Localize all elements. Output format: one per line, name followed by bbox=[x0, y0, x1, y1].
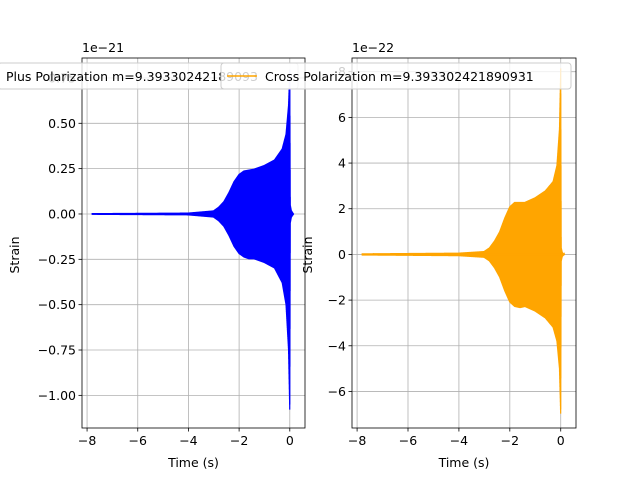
plus-polarization-series bbox=[91, 69, 295, 410]
legend-label: Cross Polarization m=9.393302421890931 bbox=[265, 69, 534, 84]
y-tick-label: −6 bbox=[328, 384, 346, 399]
y-tick-label: −1.00 bbox=[38, 388, 76, 403]
x-axis-label: Time (s) bbox=[167, 455, 219, 470]
y-tick-label: −2 bbox=[328, 293, 346, 308]
x-tick-label: −6 bbox=[399, 433, 417, 448]
y-scale-label: 1e−21 bbox=[82, 40, 124, 55]
y-tick-label: 0.25 bbox=[48, 161, 76, 176]
y-tick-label: 0.50 bbox=[48, 116, 76, 131]
y-tick-label: 4 bbox=[338, 156, 346, 171]
legend-box bbox=[220, 62, 572, 90]
y-scale-label: 1e−22 bbox=[352, 40, 394, 55]
cross-polarization-series bbox=[361, 68, 566, 414]
x-axis-ticks: −8 −6 −4 −2 0 bbox=[78, 428, 294, 448]
y-tick-label: −0.50 bbox=[38, 297, 76, 312]
y-tick-label: 0.00 bbox=[48, 206, 76, 221]
legend-label: Plus Polarization m=9.39330242189093 bbox=[6, 69, 258, 84]
x-tick-label: −4 bbox=[179, 433, 197, 448]
y-tick-label: −0.25 bbox=[38, 252, 76, 267]
x-axis-label: Time (s) bbox=[438, 455, 490, 470]
y-tick-label: 0 bbox=[338, 247, 346, 262]
x-tick-label: 0 bbox=[286, 433, 294, 448]
y-tick-label: 2 bbox=[338, 201, 346, 216]
y-tick-label: −4 bbox=[328, 338, 346, 353]
x-tick-label: 0 bbox=[557, 433, 565, 448]
x-tick-label: −8 bbox=[78, 433, 96, 448]
x-tick-label: −2 bbox=[230, 433, 248, 448]
y-axis-ticks: −1.00−0.75−0.50−0.250.000.250.500.75 bbox=[38, 70, 82, 403]
axes-frame bbox=[351, 57, 577, 429]
x-tick-label: −2 bbox=[501, 433, 519, 448]
y-tick-label: 6 bbox=[338, 110, 346, 125]
y-axis-label: Strain bbox=[7, 236, 22, 273]
x-axis-ticks: −8 −6 −4 −2 0 bbox=[348, 428, 565, 448]
chart-plus-polarization: −8 −6 −4 −2 0 −1.00 −0.75 −0.50 −0.25 0.00 0.25 0.… bbox=[7, 40, 306, 470]
legend-cross: Cross Polarization m=9.393302421890931 bbox=[220, 62, 572, 90]
x-tick-label: −4 bbox=[450, 433, 468, 448]
axes-frame bbox=[81, 57, 306, 429]
x-tick-label: −8 bbox=[348, 433, 366, 448]
y-axis-label: Strain bbox=[300, 236, 315, 273]
y-tick-label: −0.75 bbox=[38, 343, 76, 358]
x-tick-label: −6 bbox=[129, 433, 147, 448]
